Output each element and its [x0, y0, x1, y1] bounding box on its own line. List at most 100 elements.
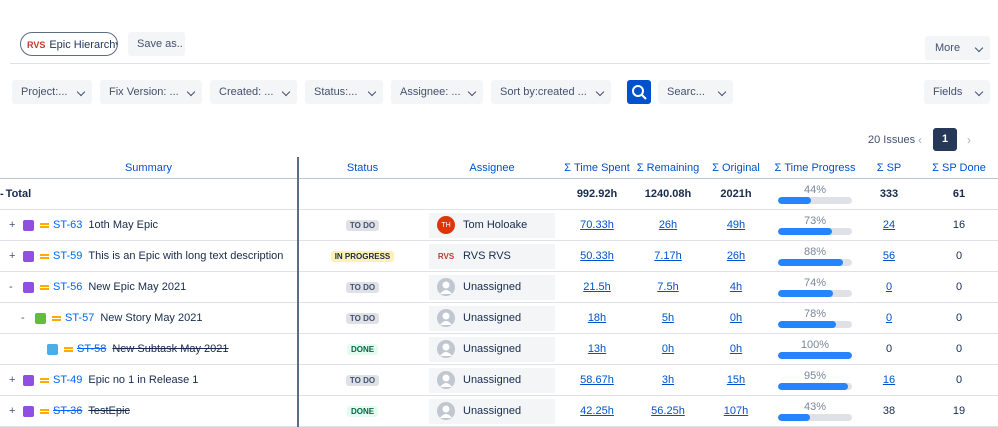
issue-key[interactable]: ST-57 — [65, 312, 95, 324]
sp[interactable]: 24 — [882, 219, 896, 231]
remaining[interactable]: 5h — [661, 312, 675, 324]
progress-bar — [778, 197, 852, 204]
column-header[interactable]: Assignee — [426, 157, 558, 179]
sp: 0 — [885, 343, 893, 355]
prev-page[interactable]: ‹ — [918, 133, 922, 147]
expander[interactable]: + — [9, 250, 16, 262]
issue-key[interactable]: ST-36 — [53, 405, 83, 417]
issue-key[interactable]: ST-59 — [53, 250, 83, 262]
assignee-cell: RVS RVS RVS — [426, 240, 558, 272]
issue-summary: Epic no 1 in Release 1 — [88, 374, 199, 386]
status-cell: IN PROGRESS — [298, 240, 426, 272]
time-spent[interactable]: 70.33h — [580, 219, 614, 231]
sp[interactable]: 56 — [882, 250, 896, 262]
original[interactable]: 0h — [729, 343, 743, 355]
remaining[interactable]: 56.25h — [651, 405, 685, 417]
progress-fill — [778, 352, 852, 359]
filter-dropdown[interactable]: Status:... — [305, 80, 383, 104]
filter-dropdown[interactable]: Fix Version: ... — [100, 80, 202, 104]
time-spent: 992.92h — [558, 178, 636, 210]
status-cell: TO DO — [298, 209, 426, 241]
progress-fill — [778, 290, 833, 297]
sp-done: 0 — [920, 364, 998, 396]
original[interactable]: 26h — [726, 250, 746, 262]
column-header[interactable]: Σ Original — [700, 157, 772, 179]
issue-key[interactable]: ST-63 — [53, 219, 83, 231]
original[interactable]: 4h — [729, 281, 743, 293]
column-header[interactable]: Summary — [0, 157, 299, 179]
time-spent[interactable]: 42.25h — [580, 405, 614, 417]
summary-cell: + ST-59 This is an Epic with long text des… — [0, 240, 299, 272]
filter-dropdown[interactable]: Project:... — [12, 80, 92, 104]
more-button[interactable]: More — [925, 36, 990, 60]
original: 2021h — [700, 178, 772, 210]
time-spent[interactable]: 21.5h — [583, 281, 611, 293]
original[interactable]: 49h — [726, 219, 746, 231]
issue-summary: New Subtask May 2021 — [112, 343, 229, 355]
issue-key[interactable]: ST-56 — [53, 281, 83, 293]
save-button[interactable]: Save as.. — [128, 32, 185, 56]
filter-dropdown[interactable]: Assignee: ... — [391, 80, 483, 104]
column-header[interactable]: Σ Time Progress — [772, 157, 858, 179]
progress-label: 43% — [803, 401, 827, 413]
time-spent[interactable]: 50.33h — [580, 250, 614, 262]
progress-fill — [778, 259, 844, 266]
fields-button[interactable]: Fields — [924, 80, 990, 104]
current-page[interactable]: 1 — [933, 128, 957, 151]
remaining[interactable]: 7.17h — [654, 250, 682, 262]
issue-summary: New Story May 2021 — [100, 312, 203, 324]
chevron — [186, 87, 196, 97]
next-page[interactable]: › — [967, 133, 971, 147]
remaining[interactable]: 26h — [658, 219, 678, 231]
epic-hierarchy-button[interactable]: RVS Epic Hierarchy — [20, 32, 118, 56]
filter-dropdown[interactable]: Sort by:created ... — [491, 80, 611, 104]
remaining-cell: 3h — [636, 364, 700, 396]
column-header[interactable]: Σ Time Spent — [558, 157, 636, 179]
filter-dropdown[interactable]: Created: ... — [210, 80, 297, 104]
sp[interactable]: 0 — [885, 312, 893, 324]
sp[interactable]: 16 — [882, 374, 896, 386]
original[interactable]: 107h — [723, 405, 749, 417]
original[interactable]: 15h — [726, 374, 746, 386]
avatar-placeholder — [437, 371, 455, 389]
time-spent[interactable]: 13h — [587, 343, 607, 355]
progress-bar — [778, 290, 852, 297]
search-input[interactable]: Searc... — [658, 80, 733, 104]
column-header[interactable]: Σ SP — [858, 157, 920, 179]
header-row: Summary Status Assignee Σ Time Spent Σ Remai… — [0, 157, 998, 179]
person-icon — [440, 343, 452, 356]
assignee: RVS RVS RVS — [429, 243, 555, 269]
person-icon — [440, 374, 452, 387]
expander[interactable]: - — [21, 312, 25, 324]
column-header[interactable]: Σ SP Done — [920, 157, 998, 179]
priority-icon — [40, 222, 49, 228]
expander[interactable]: + — [9, 405, 16, 417]
time-spent-cell: 18h — [558, 302, 636, 334]
expander[interactable]: - — [9, 281, 13, 293]
column-header[interactable]: Status — [298, 157, 426, 179]
time-spent[interactable]: 58.67h — [580, 374, 614, 386]
summary-cell: - Total — [0, 178, 299, 210]
time-spent[interactable]: 18h — [587, 312, 607, 324]
issue-key[interactable]: ST-58 — [77, 343, 107, 355]
expander[interactable]: + — [9, 374, 16, 386]
progress-label: 74% — [803, 277, 827, 289]
time-spent-cell: 42.25h — [558, 395, 636, 427]
avatar-placeholder — [437, 340, 455, 358]
progress-label: 100% — [800, 339, 830, 351]
issue-key[interactable]: ST-49 — [53, 374, 83, 386]
original[interactable]: 0h — [729, 312, 743, 324]
issue-row: + ST-49 Epic no 1 in Release 1 TO DO Unassig… — [0, 364, 998, 396]
remaining[interactable]: 0h — [661, 343, 675, 355]
issue-row: - ST-57 New Story May 2021 TO DO Unassigned 1… — [0, 302, 998, 334]
remaining[interactable]: 3h — [661, 374, 675, 386]
search-button[interactable] — [627, 80, 651, 104]
issue-summary: TestEpic — [88, 405, 130, 417]
sp[interactable]: 0 — [885, 281, 893, 293]
expander[interactable]: + — [9, 219, 16, 231]
time-spent-cell: 50.33h — [558, 240, 636, 272]
sp-done: 16 — [920, 209, 998, 241]
progress-fill — [778, 414, 810, 421]
remaining[interactable]: 7.5h — [657, 281, 679, 293]
column-header[interactable]: Σ Remaining — [636, 157, 700, 179]
